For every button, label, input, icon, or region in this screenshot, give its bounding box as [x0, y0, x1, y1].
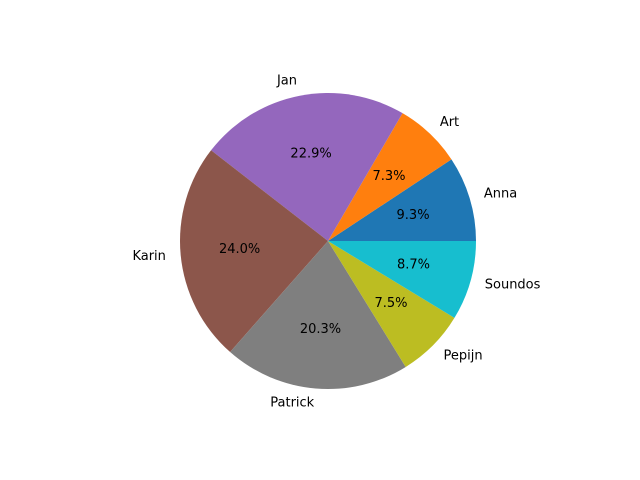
pie-slice-patrick	[230, 241, 406, 389]
pct-label-patrick: 20.3%	[300, 322, 341, 337]
slice-label-patrick: Patrick	[270, 396, 314, 411]
pct-label-soundos: 8.7%	[397, 257, 430, 272]
pie-slice-art	[328, 113, 452, 241]
pct-label-anna: 9.3%	[397, 208, 430, 223]
slice-label-pepijn: Pepijn	[443, 348, 482, 363]
pie-slice-soundos	[328, 241, 476, 318]
slice-label-jan: Jan	[276, 74, 297, 89]
pie-slice-jan	[211, 93, 403, 241]
slice-label-karin: Karin	[132, 249, 165, 264]
pct-label-karin: 24.0%	[219, 242, 260, 257]
pct-label-art: 7.3%	[372, 169, 405, 184]
slice-label-anna: Anna	[484, 187, 517, 202]
slice-label-art: Art	[440, 115, 459, 130]
pie-slice-anna	[328, 159, 476, 241]
pie-slice-pepijn	[328, 241, 455, 367]
pct-label-pepijn: 7.5%	[374, 296, 407, 311]
slice-label-soundos: Soundos	[485, 277, 541, 292]
pct-label-jan: 22.9%	[290, 146, 331, 161]
pie-slice-karin	[180, 150, 328, 353]
